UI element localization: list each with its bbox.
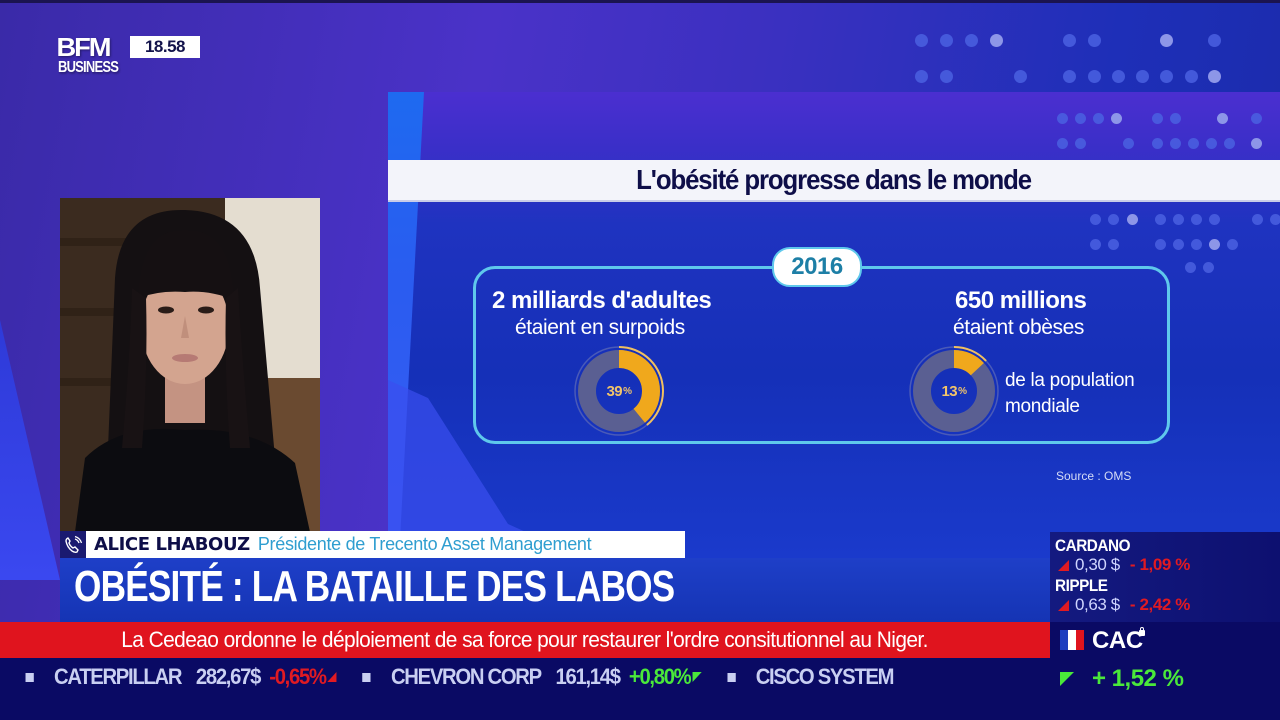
change-down-triangle-icon — [327, 672, 337, 682]
index-panel — [1050, 622, 1280, 720]
clock: 18.58 — [130, 36, 200, 58]
france-flag-icon — [1060, 630, 1084, 650]
ticker-name: CHEVRON CORP — [390, 664, 542, 689]
logo-business: BUSINESS — [58, 57, 119, 76]
donut-chart-overweight: 39% — [573, 345, 665, 437]
top-edge — [0, 0, 1280, 3]
crypto-name: RIPPLE — [1055, 576, 1108, 595]
ticker-name: CISCO SYSTEM — [755, 664, 895, 689]
donut-overweight-value: 39% — [606, 382, 632, 400]
breaking-news-text: La Cedeao ordonne le déploiement de sa f… — [121, 627, 929, 652]
guest-role: Présidente de Trecento Asset Management — [257, 534, 592, 554]
ticker-price: 161,14$ — [555, 664, 621, 689]
crypto-panel — [1050, 532, 1280, 622]
ticker-price: 282,67$ — [195, 664, 261, 689]
ticker-change: +0,80% — [628, 664, 692, 689]
index-change: + 1,52 % — [1092, 665, 1184, 692]
change-down-triangle-icon — [1058, 559, 1069, 571]
ticker-bullet-icon — [25, 672, 34, 682]
infographic-title: L'obésité progresse dans le monde — [636, 164, 1033, 195]
ticker-name: CATERPILLAR — [54, 664, 182, 689]
change-down-triangle-icon — [1058, 599, 1069, 611]
donut-overweight-graphic — [574, 346, 664, 436]
lock-icon — [1139, 627, 1145, 636]
guest-photo — [60, 198, 320, 532]
ticker-bullet-icon — [727, 672, 736, 682]
year-badge: 2016 — [772, 247, 862, 287]
donut-obese-graphic — [909, 346, 999, 436]
guest-name: ALICE LHABOUZ — [94, 534, 250, 555]
change-up-triangle-icon — [692, 672, 702, 682]
stat-overweight-headline: 2 milliards d'adultes — [492, 287, 712, 314]
donut-obese-value: 13% — [941, 382, 967, 400]
guest-portrait — [60, 198, 320, 532]
guest-name-bar: ALICE LHABOUZ Présidente de Trecento Ass… — [86, 531, 685, 558]
phone-icon — [60, 531, 86, 558]
crypto-name: CARDANO — [1055, 536, 1131, 555]
phone-glyph — [65, 535, 83, 553]
headline-bar — [60, 558, 1050, 622]
breaking-news-bar: La Cedeao ordonne le déploiement de sa f… — [0, 622, 1050, 658]
ticker-change: -0,65% — [269, 664, 327, 689]
stat-obese-headline: 650 millions — [955, 287, 1087, 314]
infographic-title-band: L'obésité progresse dans le monde — [388, 160, 1280, 202]
channel-logo: BFM BUSINESS — [56, 32, 119, 76]
stock-ticker: CATERPILLAR 282,67$ -0,65% CHEVRON CORP … — [20, 664, 908, 690]
donut-chart-obese: 13% — [908, 345, 1000, 437]
world-population-caption: de la population mondiale — [1005, 370, 1135, 417]
index-name: CAC — [1092, 627, 1143, 654]
logo-bfm: BFM — [56, 32, 111, 62]
source-credit: Source : OMS — [1056, 469, 1132, 483]
stat-obese-subline: étaient obèses — [953, 316, 1085, 339]
stat-overweight-subline: étaient en surpoids — [515, 316, 685, 339]
crypto-quote: 0,30 $ - 1,09 % — [1058, 555, 1190, 575]
headline: OBÉSITÉ : LA BATAILLE DES LABOS — [74, 562, 675, 611]
ticker-bullet-icon — [362, 672, 371, 682]
crypto-quote: 0,63 $ - 2,42 % — [1058, 595, 1190, 615]
change-up-triangle-icon — [1060, 672, 1074, 686]
stock-ticker-bar — [0, 658, 1050, 720]
